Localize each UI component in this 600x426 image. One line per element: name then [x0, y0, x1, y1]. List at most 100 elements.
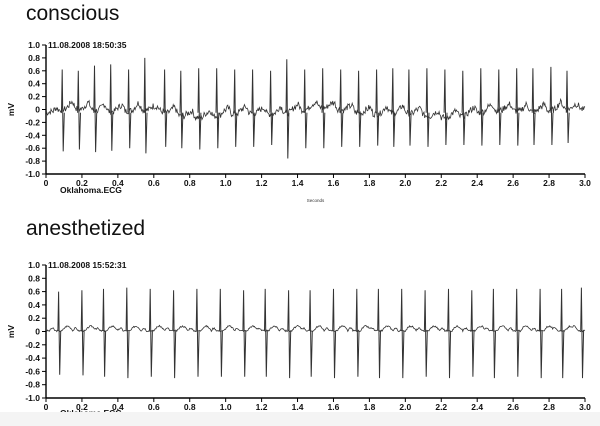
qrs-complex	[127, 69, 132, 149]
y-axis-label: mV	[6, 103, 16, 117]
x-axis-label: Seconds	[307, 198, 325, 203]
y-tick-label: 1.0	[28, 260, 40, 270]
qrs-complex	[61, 69, 65, 152]
qrs-complex	[269, 70, 274, 146]
qrs-complex	[400, 288, 405, 379]
qrs-complex	[308, 290, 313, 377]
qrs-complex	[479, 68, 484, 146]
y-tick-label: -0.6	[25, 366, 40, 376]
y-tick-label: 0	[35, 105, 40, 115]
qrs-complex	[219, 288, 223, 377]
qrs-complex	[195, 288, 200, 377]
qrs-complex	[80, 290, 85, 376]
x-tick-label: 1.4	[292, 402, 304, 412]
qrs-complex	[515, 288, 520, 377]
qrs-complex	[443, 69, 448, 146]
qrs-complex	[242, 290, 247, 377]
qrs-complex	[470, 290, 475, 377]
y-tick-label: 0.2	[28, 92, 40, 102]
recording-timestamp: 11.08.2008 18:50:35	[48, 40, 127, 50]
conscious-title: conscious	[26, 2, 120, 25]
x-tick-label: 3.0	[579, 402, 591, 412]
x-tick-label: 0.4	[112, 402, 124, 412]
ecg-baseline-trace	[45, 97, 586, 122]
qrs-complex	[332, 288, 337, 379]
qrs-complex	[560, 288, 565, 379]
x-tick-label: 2.2	[435, 402, 447, 412]
x-tick-label: 1.6	[328, 402, 340, 412]
y-tick-label: 0.4	[28, 300, 40, 310]
x-tick-label: 2.6	[507, 402, 519, 412]
qrs-complex	[149, 288, 153, 377]
qrs-complex	[461, 70, 466, 146]
x-tick-label: 1.0	[220, 402, 232, 412]
x-tick-label: 3.0	[579, 178, 591, 188]
x-tick-label: 1.8	[363, 402, 375, 412]
x-tick-label: 0.2	[76, 178, 88, 188]
qrs-complex	[215, 68, 220, 149]
channel-label: Oklahoma.ECG	[60, 185, 122, 195]
x-tick-label: 2.2	[435, 178, 447, 188]
qrs-complex	[172, 290, 177, 379]
x-tick-label: 0	[44, 402, 49, 412]
y-tick-label: -0.8	[25, 380, 40, 390]
qrs-complex	[93, 65, 98, 153]
x-tick-label: 1.8	[363, 178, 375, 188]
qrs-complex	[143, 57, 148, 154]
qrs-complex	[355, 288, 360, 377]
y-tick-label: 0.6	[28, 287, 40, 297]
qrs-complex	[375, 69, 380, 146]
qrs-complex	[447, 288, 452, 379]
y-tick-label: -0.6	[25, 143, 40, 153]
qrs-complex	[580, 287, 585, 379]
x-tick-label: 0.2	[76, 402, 88, 412]
recording-timestamp: 11.08.2008 15:52:31	[48, 260, 127, 270]
x-tick-label: 1.2	[256, 178, 268, 188]
x-tick-label: 1.6	[328, 178, 340, 188]
qrs-complex	[497, 69, 502, 146]
y-tick-label: -0.8	[25, 156, 40, 166]
y-tick-label: -0.4	[25, 353, 40, 363]
y-tick-label: 0.6	[28, 66, 40, 76]
x-tick-label: 0.6	[148, 178, 160, 188]
y-tick-label: 1.0	[28, 40, 40, 50]
y-tick-label: -1.0	[25, 393, 40, 403]
qrs-complex	[77, 70, 81, 150]
x-tick-label: 1.4	[292, 178, 304, 188]
qrs-complex	[163, 69, 168, 147]
qrs-complex	[285, 59, 290, 159]
x-tick-label: 2.0	[399, 402, 411, 412]
qrs-complex	[57, 291, 62, 375]
qrs-complex	[125, 287, 130, 379]
qrs-complex	[179, 70, 184, 149]
y-tick-label: -0.4	[25, 130, 40, 140]
qrs-complex	[357, 70, 362, 147]
qrs-complex	[515, 68, 520, 146]
qrs-complex	[549, 66, 554, 146]
x-tick-label: 2.6	[507, 178, 519, 188]
x-tick-label: 0.6	[148, 402, 160, 412]
x-tick-label: 2.8	[543, 402, 555, 412]
qrs-complex	[407, 69, 412, 146]
qrs-complex	[531, 68, 536, 146]
qrs-complex	[423, 290, 428, 377]
qrs-complex	[339, 69, 344, 147]
qrs-complex	[102, 288, 107, 377]
channel-label: Oklahoma.ECG	[60, 408, 122, 412]
y-tick-label: 0.8	[28, 273, 40, 283]
x-tick-label: 2.4	[471, 178, 483, 188]
conscious-ecg-chart: 1.0 0.8 0.6 0.4 0.2 0 -0.2 -0.4 -0.6 -0.8 -1.0 0 0.2…	[6, 40, 591, 203]
x-tick-label: 0.8	[184, 178, 196, 188]
qrs-complex	[264, 288, 268, 377]
qrs-complex	[109, 64, 114, 151]
x-tick-label: 0.8	[184, 402, 196, 412]
bottom-strip	[0, 412, 600, 426]
qrs-complex	[233, 69, 238, 147]
qrs-complex	[391, 68, 396, 147]
qrs-complex	[492, 288, 496, 379]
y-tick-label: 0.2	[28, 313, 40, 323]
qrs-complex	[287, 290, 292, 379]
y-tick-label: -0.2	[25, 340, 40, 350]
anesthetized-ecg-chart: 1.0 0.8 0.6 0.4 0.2 0 -0.2 -0.4 -0.6 -0.8 -1.0 0 0.2…	[6, 260, 591, 412]
qrs-complex	[565, 70, 570, 144]
